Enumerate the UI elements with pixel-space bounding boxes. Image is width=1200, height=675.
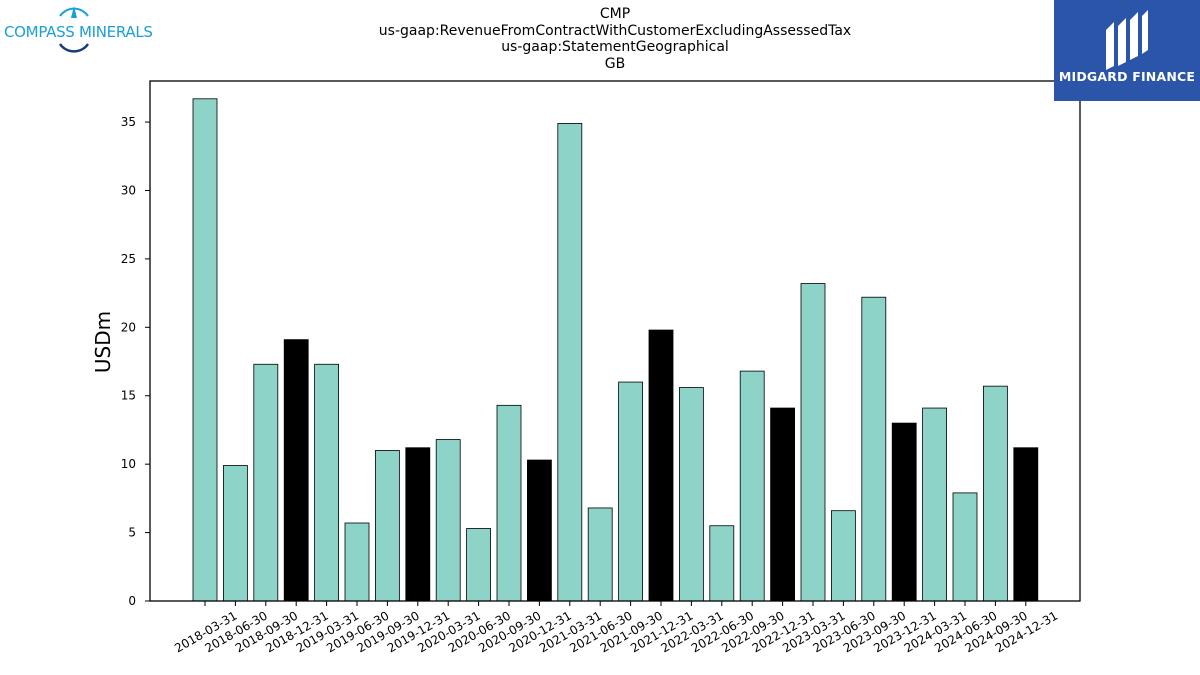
y-tick-label: 35 [121,115,136,129]
title-line-company: CMP [599,6,631,22]
chart-title: CMP us-gaap:RevenueFromContractWithCusto… [0,6,1200,72]
title-line-member: GB [604,55,626,72]
bar-2019-03-31 [314,363,340,602]
title-line-metric: us-gaap:RevenueFromContractWithCustomerE… [378,22,852,39]
y-tick-label: 0 [128,594,136,608]
midgard-emblem-icon [1106,10,1148,70]
bar-2024-03-31 [922,407,947,602]
bar-2021-06-30 [587,507,613,602]
bar-2023-06-30 [831,510,856,602]
y-tick-label: 5 [128,526,136,540]
bar-2024-09-30 [983,385,1008,602]
bar-2024-12-31 [1013,447,1039,602]
bar-2021-09-30 [618,381,643,602]
bars-group [192,98,1039,602]
bar-2022-06-30 [709,525,735,602]
y-axis: 0 5 10 15 20 25 30 35 [121,115,150,608]
compass-minerals-wordmark: COMPASS MINERALS [4,23,153,41]
compass-minerals-logo: COMPASS MINERALS [4,6,153,54]
bar-2018-09-30 [253,363,279,602]
bar-2024-06-30 [952,492,978,602]
bar-2021-12-31 [648,329,674,602]
bar-2020-12-31 [527,459,552,602]
bar-2022-03-31 [679,387,704,602]
y-tick-label: 15 [121,389,136,403]
title-line-axis: us-gaap:StatementGeographical [501,39,729,55]
y-tick-label: 30 [121,183,136,197]
bar-2020-06-30 [466,528,492,602]
y-tick-label: 10 [121,457,136,471]
bar-2019-09-30 [374,450,400,602]
compass-icon [58,6,90,53]
bar-2022-09-30 [739,370,765,602]
bar-2018-06-30 [222,465,248,602]
bar-2020-09-30 [496,404,522,602]
y-tick-label: 20 [121,320,136,334]
midgard-finance-logo: MIDGARD FINANCE [1054,0,1200,101]
bar-2023-09-30 [861,296,887,602]
bar-2019-06-30 [344,522,370,602]
midgard-finance-wordmark: MIDGARD FINANCE [1058,69,1196,84]
bar-2018-03-31 [192,98,218,602]
bar-2019-12-31 [405,447,431,602]
x-axis: 2018-03-312018-06-302018-09-302018-12-31… [172,601,1060,655]
y-tick-label: 25 [121,252,136,266]
bar-2018-12-31 [283,339,309,602]
plot-frame [149,80,1081,602]
y-axis-label: USDm [91,311,115,373]
bar-2021-03-31 [557,123,583,602]
bar-2023-12-31 [891,422,917,602]
bar-2022-12-31 [770,407,795,602]
bar-2020-03-31 [435,439,461,602]
bar-2023-03-31 [800,283,826,602]
